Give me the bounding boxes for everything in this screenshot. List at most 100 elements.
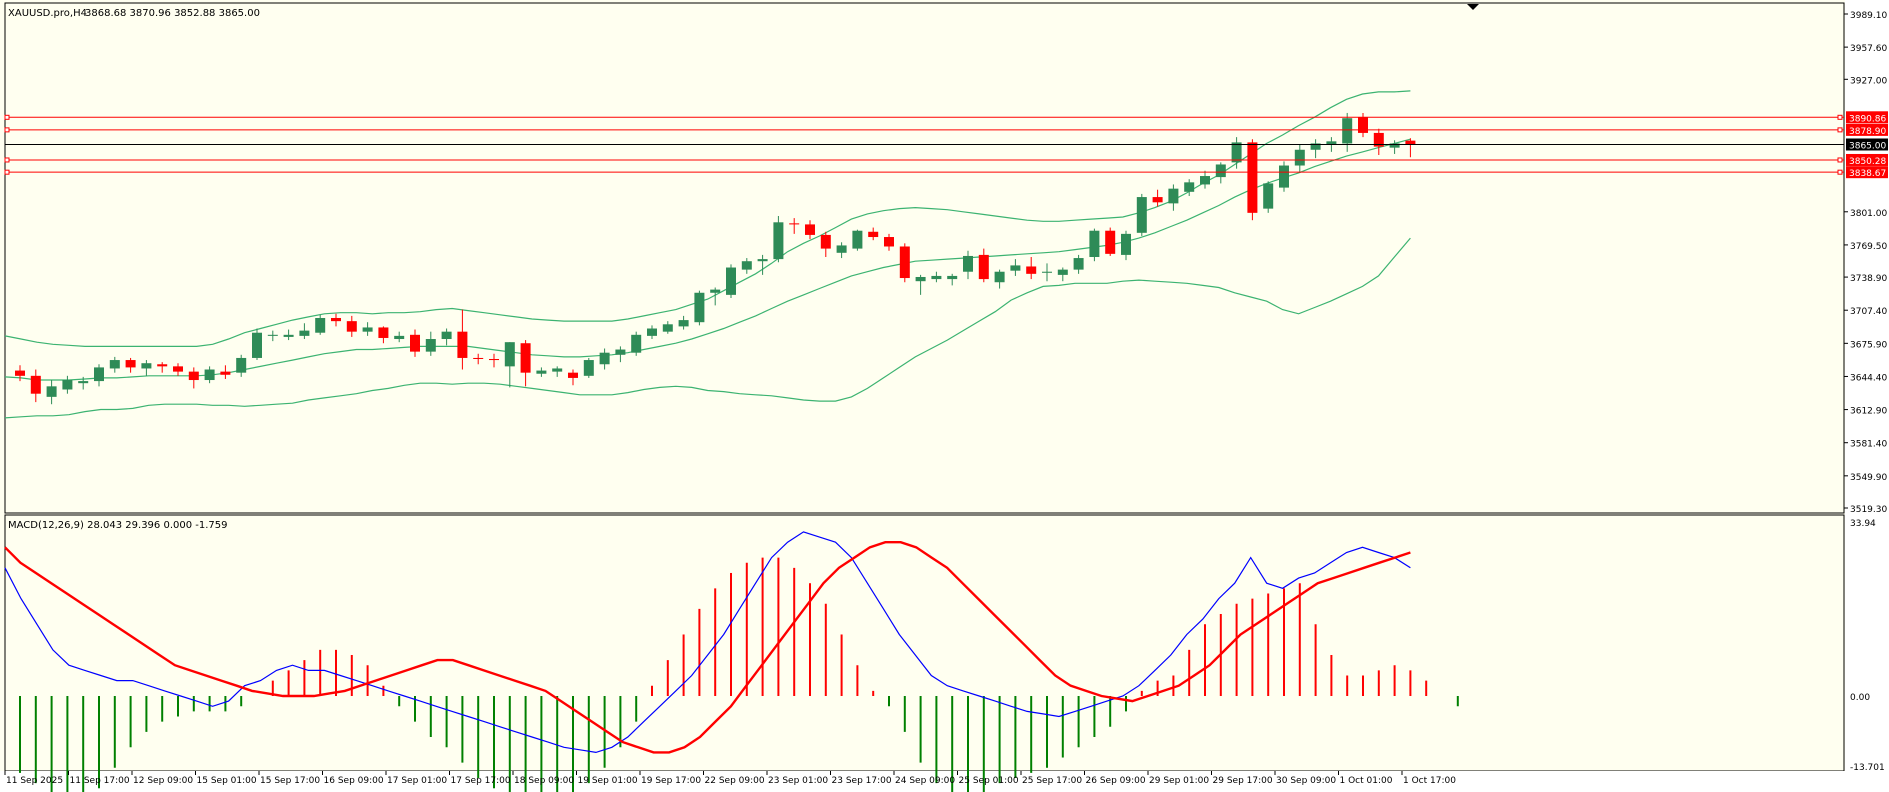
macd-tick-label: -13.701 — [1850, 763, 1885, 773]
candle — [568, 369, 578, 386]
candle — [694, 290, 705, 326]
candle-body — [568, 372, 578, 378]
candle-body — [1089, 230, 1100, 258]
candle — [773, 215, 784, 263]
candle — [109, 356, 120, 373]
candle-body — [489, 359, 499, 361]
candle-body — [141, 363, 152, 369]
candle — [710, 287, 721, 306]
time-tick-label: 11 Sep 17:00 — [70, 776, 130, 786]
candle — [1026, 257, 1037, 280]
candle — [1263, 181, 1274, 213]
candle-body — [62, 380, 73, 390]
candle — [947, 273, 958, 286]
candle — [504, 342, 515, 388]
price-level-line[interactable]: 3890.86 — [4, 111, 1888, 124]
price-level-tag — [1846, 153, 1888, 166]
candle-body — [46, 386, 57, 397]
candle-body — [1105, 230, 1116, 254]
line-anchor-right[interactable] — [1837, 114, 1843, 120]
candle-body — [1200, 176, 1210, 185]
candle-body — [1310, 143, 1321, 150]
candle — [1057, 267, 1068, 282]
price-tick-label: 3957.60 — [1850, 44, 1887, 54]
line-anchor-right[interactable] — [1837, 127, 1843, 133]
price-level-value: 3838.67 — [1849, 169, 1886, 179]
price-tick-label: 3927.00 — [1850, 76, 1887, 86]
candle — [994, 269, 1005, 289]
candle-body — [963, 255, 973, 272]
candle-body — [631, 334, 642, 353]
candle — [757, 254, 768, 275]
horizontal-lines[interactable]: 3890.86 3878.90 3865.00 3850.28 3838.67 — [4, 111, 1888, 179]
price-axis: 3989.10 3957.60 3927.00 3801.00 3769.50 3738.… — [1844, 11, 1887, 515]
candle — [1168, 184, 1179, 211]
price-level-line[interactable]: 3850.28 — [4, 153, 1888, 167]
price-level-tag — [1846, 111, 1888, 124]
candle — [868, 227, 879, 241]
candle — [346, 315, 357, 337]
symbol-label: XAUUSD.pro,H4 — [8, 8, 87, 19]
line-anchor-right[interactable] — [1837, 169, 1843, 175]
candle — [62, 375, 73, 394]
candle — [473, 353, 484, 365]
candle-body — [1168, 188, 1179, 204]
candle-body — [852, 230, 863, 249]
candle-body — [520, 343, 531, 373]
current-price-line[interactable]: 3865.00 — [5, 138, 1888, 151]
time-axis: 11 Sep 2025 11 Sep 17:00 12 Sep 09:00 15 Se… — [4, 771, 1456, 786]
candle-body — [315, 317, 326, 333]
line-anchor-right[interactable] — [1837, 157, 1843, 163]
candle — [331, 313, 341, 327]
candle — [852, 229, 863, 251]
line-anchor-left[interactable] — [4, 169, 10, 175]
candle — [836, 242, 847, 259]
price-level-line[interactable]: 3838.67 — [4, 166, 1888, 179]
candle — [1042, 263, 1052, 282]
price-pane[interactable] — [4, 2, 1845, 514]
candle — [1200, 170, 1210, 189]
line-anchor-left[interactable] — [4, 157, 10, 163]
candle — [299, 323, 310, 340]
candle — [805, 220, 815, 240]
candle — [1294, 144, 1305, 173]
bb-lower-line — [4, 237, 1411, 419]
line-anchor-left[interactable] — [4, 114, 10, 120]
candle-body — [220, 371, 231, 375]
price-level-value: 3865.00 — [1849, 141, 1886, 151]
candle — [599, 348, 610, 370]
candle — [583, 357, 594, 378]
candle-body — [410, 334, 420, 352]
candles — [15, 112, 1416, 405]
candle-body — [757, 259, 768, 262]
candle-body — [773, 222, 784, 260]
candle — [1010, 259, 1021, 276]
candle-body — [789, 223, 800, 225]
chart-shift-marker[interactable] — [1467, 4, 1479, 10]
candle — [899, 243, 910, 283]
candle — [489, 353, 499, 368]
time-tick-label: 12 Sep 09:00 — [133, 776, 193, 786]
price-level-line[interactable]: 3878.90 — [4, 123, 1888, 137]
time-tick-label: 11 Sep 2025 — [6, 776, 63, 786]
candle-body — [552, 368, 563, 372]
price-tick-label: 3801.00 — [1850, 209, 1887, 219]
candle — [1184, 179, 1195, 197]
candle — [94, 364, 104, 387]
candle-body — [1231, 142, 1242, 163]
price-tick-label: 3675.90 — [1850, 340, 1887, 350]
line-anchor-left[interactable] — [4, 127, 10, 133]
candle-body — [836, 245, 847, 253]
candle — [1073, 254, 1084, 274]
candle — [552, 366, 563, 377]
macd-tick-label: 33.94 — [1850, 519, 1876, 529]
candle — [252, 328, 262, 361]
candle-body — [299, 330, 310, 336]
candle-body — [204, 369, 215, 381]
time-tick-label: 29 Sep 01:00 — [1149, 776, 1209, 786]
candle — [1247, 139, 1258, 221]
candle — [410, 329, 420, 357]
candle — [615, 346, 626, 363]
